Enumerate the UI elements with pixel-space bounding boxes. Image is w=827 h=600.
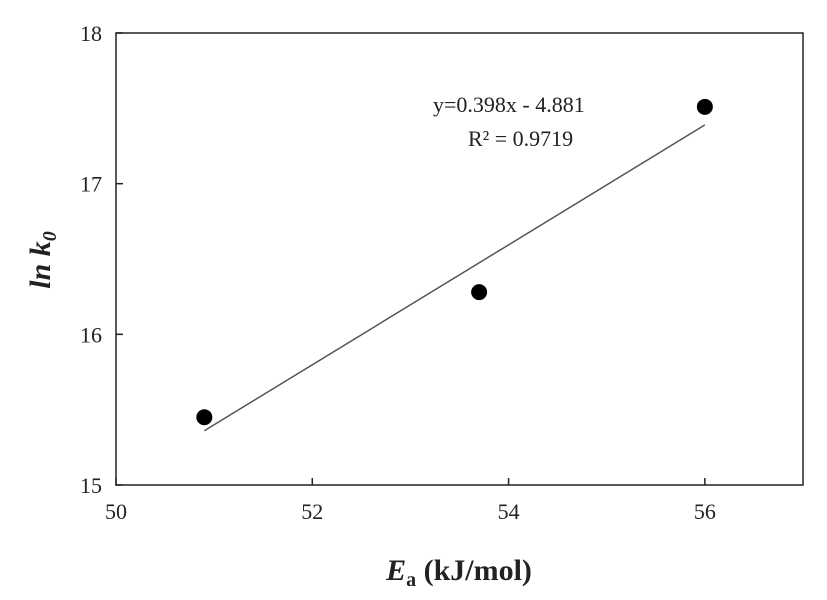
- trendline: [203, 124, 706, 432]
- y-axis-title-main: ln k: [24, 241, 57, 289]
- trend-equation: y=0.398x - 4.881: [433, 92, 585, 117]
- x-axis-title-sub: a: [406, 569, 416, 591]
- x-axis-title-unit: (kJ/mol): [416, 554, 532, 587]
- y-axis-title-sub: 0: [39, 231, 61, 241]
- data-point: [471, 284, 488, 301]
- x-tick-label: 52: [301, 499, 323, 524]
- y-tick-label: 17: [80, 172, 102, 197]
- x-tick-label: 54: [498, 499, 520, 524]
- x-tick-label: 56: [694, 499, 716, 524]
- y-tick-label: 18: [80, 21, 102, 46]
- y-tick-label: 15: [80, 473, 102, 498]
- data-point: [696, 98, 713, 115]
- x-tick-label: 50: [105, 499, 127, 524]
- y-axis-title: ln k0: [24, 231, 61, 289]
- r-squared-label: R² = 0.9719: [468, 126, 573, 151]
- x-axis-ticks: 50 52 54 56: [105, 478, 716, 524]
- y-tick-label: 16: [80, 322, 102, 347]
- data-points: [196, 98, 713, 426]
- x-axis-title: Ea (kJ/mol): [385, 554, 532, 591]
- y-axis-ticks: 15 16 17 18: [80, 21, 123, 498]
- plot-frame: [115, 32, 804, 486]
- x-axis-title-main: E: [385, 554, 406, 587]
- data-point: [196, 409, 213, 426]
